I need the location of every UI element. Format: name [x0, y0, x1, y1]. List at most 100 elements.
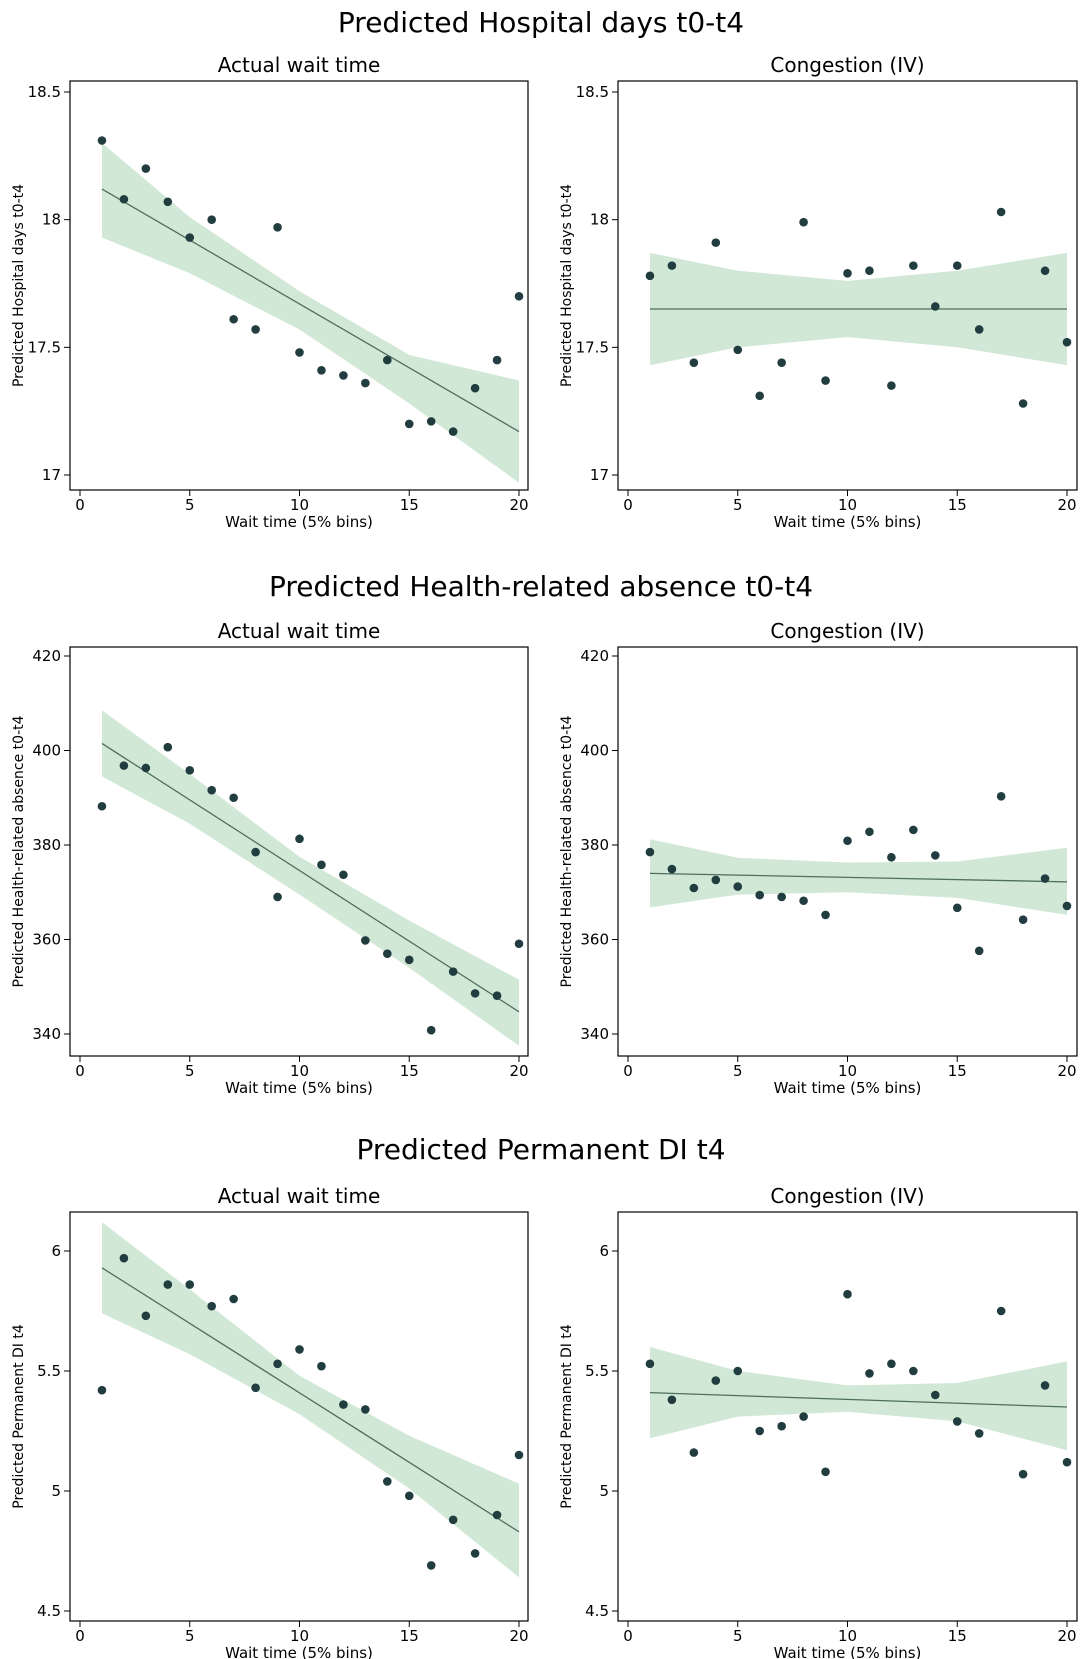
- x-tick-label: 0: [623, 496, 633, 514]
- y-tick-label: 400: [580, 742, 609, 760]
- y-tick-label: 17: [42, 466, 61, 484]
- data-point: [404, 955, 414, 965]
- data-point: [799, 896, 808, 906]
- section-title: Predicted Health-related absence t0-t4: [269, 570, 813, 603]
- data-point: [974, 946, 984, 956]
- data-point: [295, 834, 304, 844]
- data-point: [426, 1025, 436, 1035]
- data-point: [733, 345, 743, 355]
- data-point: [755, 391, 764, 401]
- data-point: [229, 793, 238, 803]
- x-tick-label: 0: [75, 1627, 85, 1645]
- panel-title: Congestion (IV): [770, 1184, 924, 1208]
- y-tick-label: 4.5: [585, 1602, 609, 1620]
- y-tick-label: 17.5: [576, 338, 609, 356]
- data-point: [317, 1361, 326, 1371]
- data-point: [843, 1289, 852, 1299]
- data-point: [492, 991, 502, 1001]
- x-tick-label: 20: [509, 1062, 528, 1080]
- x-tick-label: 5: [733, 496, 743, 514]
- panel-title: Congestion (IV): [770, 619, 924, 643]
- data-point: [185, 1280, 195, 1289]
- data-point: [97, 136, 107, 145]
- data-point: [952, 1417, 962, 1426]
- y-tick-label: 5: [51, 1482, 61, 1500]
- data-point: [97, 1385, 107, 1395]
- data-point: [909, 261, 918, 270]
- x-axis-label: Wait time (5% bins): [774, 1079, 922, 1097]
- y-axis-label: Predicted Health-related absence t0-t4: [559, 715, 575, 987]
- data-point: [996, 1306, 1006, 1316]
- x-tick-label: 0: [623, 1627, 633, 1645]
- data-point: [295, 1345, 304, 1354]
- data-point: [689, 358, 699, 367]
- panel-title: Actual wait time: [218, 53, 381, 77]
- data-point: [711, 875, 721, 885]
- fit-line: [101, 1267, 520, 1533]
- data-point: [119, 761, 129, 770]
- data-point: [1040, 1381, 1050, 1390]
- data-point: [645, 271, 655, 281]
- panel-title: Congestion (IV): [770, 53, 924, 77]
- data-point: [251, 325, 260, 334]
- data-point: [339, 371, 348, 380]
- data-point: [163, 742, 173, 752]
- data-point: [821, 1467, 830, 1477]
- data-point: [645, 1359, 655, 1369]
- data-point: [1040, 266, 1050, 276]
- data-point: [777, 892, 786, 902]
- data-point: [141, 164, 151, 173]
- data-point: [163, 1280, 173, 1289]
- data-point: [711, 1376, 721, 1385]
- x-tick-label: 20: [509, 496, 528, 514]
- data-point: [1040, 874, 1050, 883]
- data-point: [295, 348, 304, 357]
- fit-line: [101, 742, 520, 1013]
- y-tick-label: 18.5: [576, 83, 609, 101]
- x-axis-label: Wait time (5% bins): [225, 1079, 373, 1097]
- data-point: [1018, 915, 1028, 924]
- y-tick-label: 6: [599, 1242, 609, 1260]
- x-axis-label: Wait time (5% bins): [774, 1644, 922, 1659]
- y-tick-label: 340: [32, 1025, 61, 1043]
- x-axis-label: Wait time (5% bins): [225, 513, 373, 531]
- data-point: [887, 1359, 896, 1369]
- data-point: [843, 836, 852, 846]
- x-tick-label: 10: [838, 496, 857, 514]
- y-tick-label: 5.5: [37, 1362, 61, 1380]
- x-tick-label: 15: [400, 1062, 419, 1080]
- data-point: [1062, 337, 1072, 347]
- x-tick-label: 0: [623, 1062, 633, 1080]
- data-point: [119, 1253, 129, 1263]
- x-tick-label: 5: [185, 1062, 195, 1080]
- data-point: [931, 1390, 940, 1400]
- data-point: [404, 1491, 414, 1501]
- data-point: [163, 197, 173, 207]
- x-tick-label: 0: [75, 1062, 85, 1080]
- data-point: [361, 936, 370, 945]
- y-tick-label: 360: [580, 931, 609, 949]
- data-point: [141, 1311, 151, 1321]
- data-point: [821, 910, 830, 920]
- x-tick-label: 5: [733, 1627, 743, 1645]
- data-point: [689, 1448, 699, 1457]
- data-point: [1062, 901, 1072, 911]
- y-tick-label: 420: [580, 647, 609, 665]
- data-point: [404, 419, 414, 429]
- x-tick-label: 15: [948, 1062, 967, 1080]
- x-axis-label: Wait time (5% bins): [774, 513, 922, 531]
- data-point: [207, 785, 216, 795]
- data-point: [448, 427, 458, 436]
- x-tick-label: 20: [509, 1627, 528, 1645]
- y-tick-label: 4.5: [37, 1602, 61, 1620]
- data-point: [207, 1301, 216, 1311]
- confidence-band: [102, 143, 519, 483]
- data-point: [645, 847, 655, 857]
- fit-line: [101, 188, 520, 433]
- data-point: [185, 766, 195, 775]
- data-point: [952, 261, 962, 270]
- x-tick-label: 15: [948, 496, 967, 514]
- y-tick-label: 18: [590, 211, 609, 229]
- x-tick-label: 15: [948, 1627, 967, 1645]
